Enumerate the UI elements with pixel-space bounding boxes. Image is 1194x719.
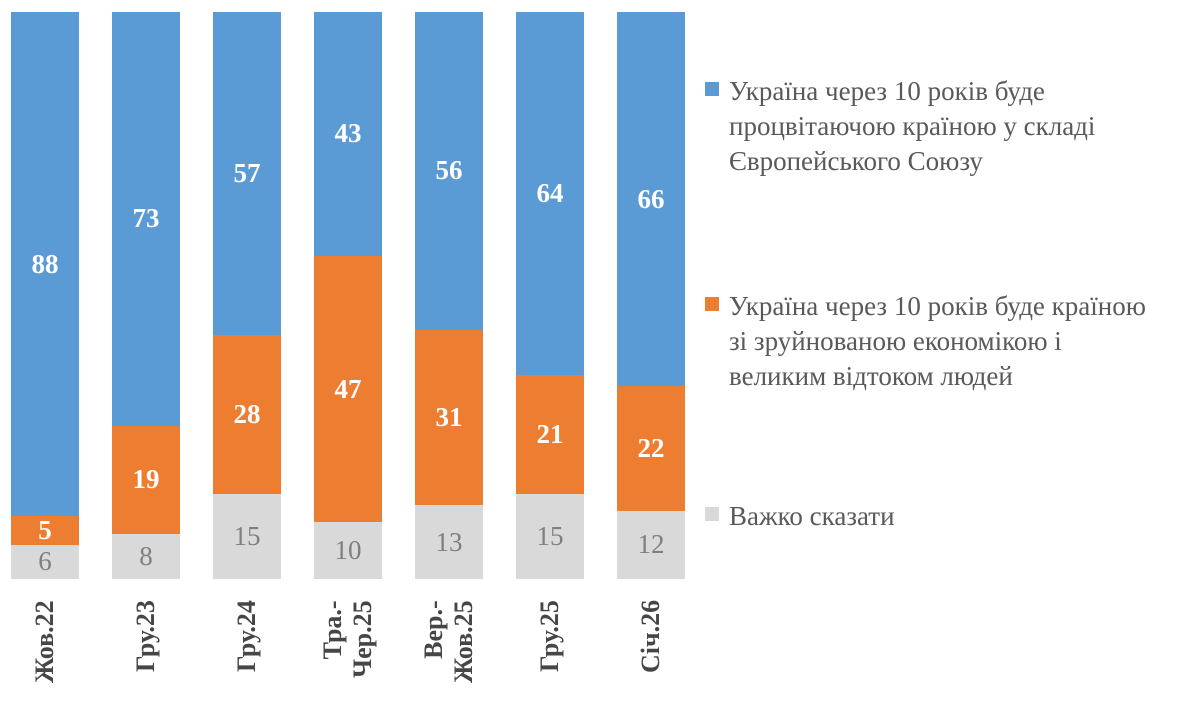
bar-value-label: 21 xyxy=(536,418,564,449)
bar-value-label: 19 xyxy=(132,464,160,495)
bar-segment-series-1: 66 xyxy=(617,12,685,387)
bar-segment-series-3: 12 xyxy=(617,510,685,579)
legend-swatch-icon xyxy=(705,82,719,96)
bar-column: 73 19 8 xyxy=(112,12,180,579)
bar-value-label: 66 xyxy=(637,183,665,214)
bar-segment-series-1: 57 xyxy=(213,12,281,336)
bar-value-label: 15 xyxy=(233,520,261,551)
bar-value-label: 31 xyxy=(435,401,463,432)
category-label: Січ.26 xyxy=(636,599,665,673)
legend-label: Україна через 10 років буде процвітаючою… xyxy=(729,76,1096,176)
bar-value-label: 28 xyxy=(233,399,261,430)
legend-swatch-icon xyxy=(705,297,719,311)
bar-segment-series-3: 13 xyxy=(415,505,483,579)
bar-value-label: 57 xyxy=(233,158,261,189)
legend-swatch-icon xyxy=(705,507,719,521)
bar-segment-series-1: 64 xyxy=(516,12,584,375)
bar-segment-series-1: 56 xyxy=(415,12,483,330)
legend-item: Україна через 10 років буде процвітаючою… xyxy=(705,74,1185,179)
bar-segment-series-3: 15 xyxy=(213,493,281,579)
bar-segment-series-3: 6 xyxy=(11,544,79,579)
category-label: Гру.25 xyxy=(535,600,564,672)
bar-column: 43 47 10 xyxy=(314,12,382,579)
legend-label: Важко сказати xyxy=(729,501,895,531)
bar-value-label: 6 xyxy=(38,546,52,577)
bar-segment-series-2: 47 xyxy=(314,255,382,523)
bar-segment-series-1: 88 xyxy=(11,12,79,516)
bar-value-label: 12 xyxy=(637,529,665,560)
bar-value-label: 13 xyxy=(435,526,463,557)
bar-value-label: 43 xyxy=(334,118,362,149)
bar-value-label: 56 xyxy=(435,155,463,186)
bar-value-label: 47 xyxy=(334,373,362,404)
bar-value-label: 73 xyxy=(132,203,160,234)
bar-segment-series-2: 28 xyxy=(213,335,281,494)
bar-segment-series-3: 8 xyxy=(112,533,180,579)
category-label: Гру.24 xyxy=(232,600,261,672)
bar-column: 66 22 12 xyxy=(617,12,685,579)
category-label: Тра.- Чер.25 xyxy=(318,600,377,678)
bar-segment-series-2: 22 xyxy=(617,386,685,511)
bar-column: 56 31 13 xyxy=(415,12,483,579)
bar-segment-series-2: 31 xyxy=(415,329,483,506)
category-label: Гру.23 xyxy=(131,600,160,672)
bar-column: 57 28 15 xyxy=(213,12,281,579)
bar-segment-series-3: 10 xyxy=(314,522,382,579)
bar-segment-series-2: 5 xyxy=(11,516,79,545)
bar-column: 88 5 6 xyxy=(11,12,79,579)
bar-value-label: 88 xyxy=(31,248,59,279)
bar-column: 64 21 15 xyxy=(516,12,584,579)
bar-value-label: 5 xyxy=(38,514,52,545)
bar-value-label: 22 xyxy=(637,433,665,464)
bar-value-label: 15 xyxy=(536,520,564,551)
legend-item: Україна через 10 років буде країною зі з… xyxy=(705,289,1185,394)
category-label: Жов.22 xyxy=(30,600,59,683)
bar-segment-series-2: 19 xyxy=(112,425,180,534)
bar-segment-series-1: 73 xyxy=(112,12,180,426)
legend-label: Україна через 10 років буде країною зі з… xyxy=(729,291,1146,391)
bar-value-label: 64 xyxy=(536,177,564,208)
category-label: Вер.- Жов.25 xyxy=(419,600,478,683)
legend-item: Важко сказати xyxy=(705,499,1185,534)
bar-segment-series-3: 15 xyxy=(516,493,584,579)
bar-segment-series-1: 43 xyxy=(314,12,382,256)
bar-value-label: 8 xyxy=(139,540,153,571)
bar-value-label: 10 xyxy=(334,535,362,566)
bar-segment-series-2: 21 xyxy=(516,374,584,494)
